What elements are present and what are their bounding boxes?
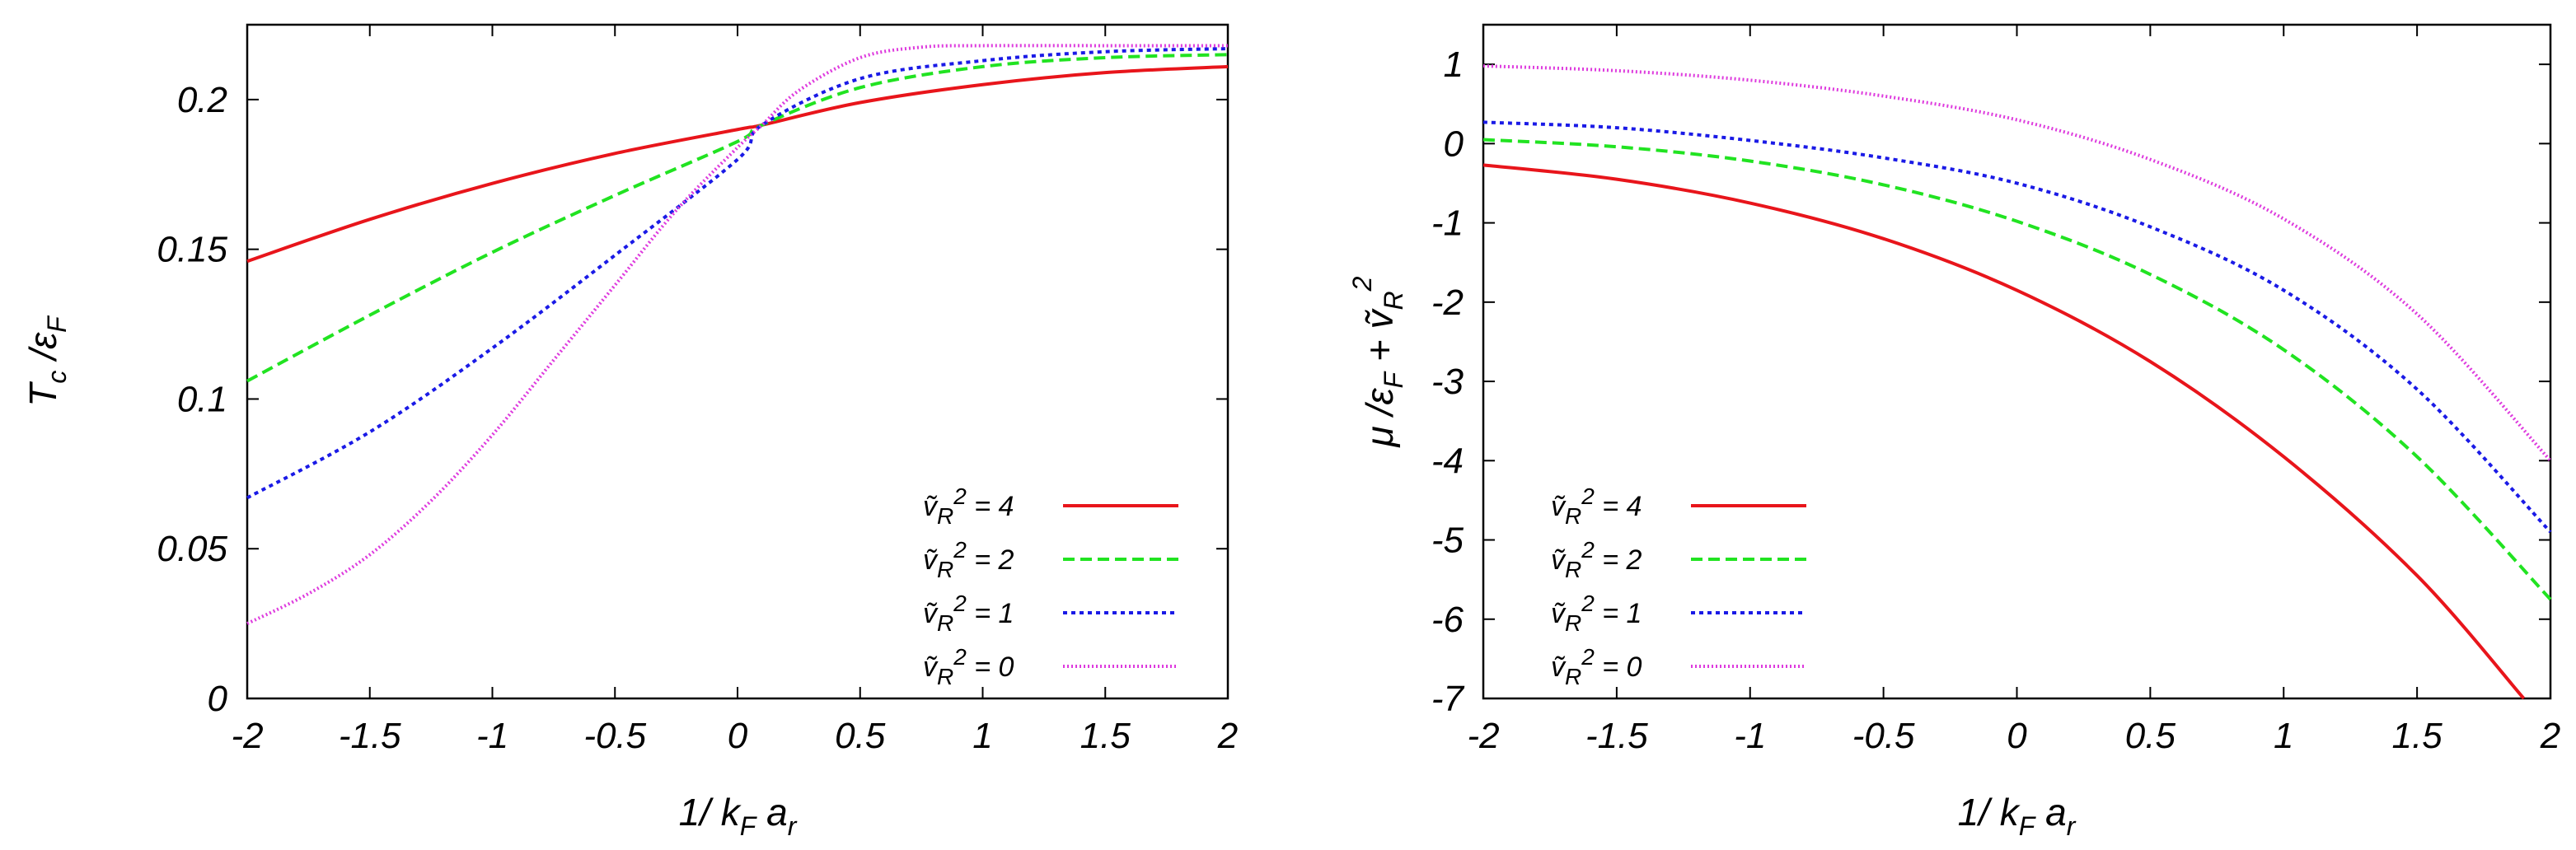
mu-y-tick-label: -1	[1431, 203, 1464, 244]
mu-legend-label: ṽR2 = 2	[1551, 537, 1642, 582]
tc-series-line	[246, 53, 1229, 383]
mu-x-tick-label: 1.5	[2392, 716, 2443, 756]
mu-x-tick-label: -1.5	[1585, 716, 1648, 756]
tc-x-tick-label: -0.5	[583, 716, 646, 756]
tc-ticks	[246, 25, 1229, 699]
tc-x-tick-label: 1.5	[1080, 716, 1131, 756]
mu-legend-label: ṽR2 = 4	[1551, 483, 1642, 529]
mu-series-line	[1482, 163, 2526, 700]
mu-x-tick-label: 2	[2540, 716, 2560, 756]
mu-legend-label: ṽR2 = 0	[1551, 644, 1642, 689]
tc-legend: ṽR2 = 4 ṽR2 = 2 ṽR2 = 1 ṽR2 = 0	[923, 483, 1178, 689]
tc-tick-labels: -2 -1.5 -1 -0.5 0 0.5 1 1.5 2 0 0.05 0.1 0.15 0.2	[157, 80, 1238, 756]
tc-x-tick-label: 2	[1217, 716, 1238, 756]
mu-legend: ṽR2 = 4 ṽR2 = 2 ṽR2 = 1 ṽR2 = 0	[1551, 483, 1806, 689]
tc-legend-label: ṽR2 = 2	[923, 537, 1014, 582]
mu-series-line	[1482, 138, 2552, 601]
tc-y-axis-label: Tc /εF	[21, 315, 72, 407]
tc-legend-label: ṽR2 = 1	[923, 591, 1014, 636]
tc-x-tick-label: -1.5	[339, 716, 401, 756]
mu-y-tick-label: -7	[1431, 679, 1465, 719]
mu-y-tick-label: -2	[1431, 283, 1464, 323]
mu-x-tick-label: 1	[2274, 716, 2293, 756]
mu-y-axis-label: μ /εF + ṽR2	[1347, 276, 1408, 447]
tc-series-line	[246, 64, 1229, 264]
tc-y-tick-label: 0.05	[157, 529, 227, 569]
tc-chart: -2 -1.5 -1 -0.5 0 0.5 1 1.5 2 0 0.05 0.1 0.15 0.2 ṽR2…	[21, 23, 1238, 841]
tc-legend-label: ṽR2 = 4	[923, 483, 1014, 529]
tc-x-tick-label: -1	[476, 716, 508, 756]
tc-y-tick-label: 0.2	[177, 80, 227, 120]
mu-tick-labels: -2 -1.5 -1 -0.5 0 0.5 1 1.5 2 -7 -6 -5 -4 -3 -2 -1 0 1	[1431, 44, 2560, 756]
tc-y-tick-label: 0	[208, 679, 228, 719]
tc-x-tick-label: -2	[231, 716, 263, 756]
tc-series-lines	[246, 44, 1229, 625]
tc-plot-frame	[246, 23, 1229, 700]
mu-y-tick-label: -6	[1431, 600, 1464, 640]
mu-x-tick-label: 0	[2007, 716, 2027, 756]
tc-series-line	[246, 47, 1229, 500]
mu-chart: -2 -1.5 -1 -0.5 0 0.5 1 1.5 2 -7 -6 -5 -4 -3 -2 -1 0 1 ṽR…	[1347, 23, 2560, 841]
mu-plot-frame	[1482, 23, 2552, 700]
mu-series-line	[1482, 64, 2552, 462]
mu-series-line	[1482, 120, 2552, 534]
mu-x-tick-label: -2	[1467, 716, 1499, 756]
tc-series-line	[246, 44, 1228, 625]
tc-x-tick-label: 1	[972, 716, 992, 756]
mu-y-tick-label: -3	[1431, 362, 1464, 402]
mu-x-tick-label: -1	[1734, 716, 1766, 756]
tc-x-tick-label: 0.5	[835, 716, 886, 756]
tc-x-tick-label: 0	[728, 716, 748, 756]
mu-y-tick-label: 1	[1444, 44, 1464, 85]
mu-y-tick-label: 0	[1444, 124, 1464, 164]
tc-x-axis-label: 1/ kF ar	[679, 791, 798, 841]
tc-y-tick-label: 0.15	[157, 230, 227, 270]
mu-x-axis-label: 1/ kF ar	[1958, 791, 2077, 841]
mu-y-tick-label: -4	[1431, 441, 1464, 481]
tc-y-tick-label: 0.1	[177, 379, 227, 419]
mu-legend-label: ṽR2 = 1	[1551, 591, 1642, 636]
mu-x-tick-label: -0.5	[1852, 716, 1915, 756]
mu-series-lines	[1482, 64, 2552, 700]
mu-y-tick-label: -5	[1431, 521, 1464, 561]
mu-x-tick-label: 0.5	[2125, 716, 2176, 756]
mu-ticks	[1482, 25, 2551, 699]
tc-legend-label: ṽR2 = 0	[923, 644, 1014, 689]
